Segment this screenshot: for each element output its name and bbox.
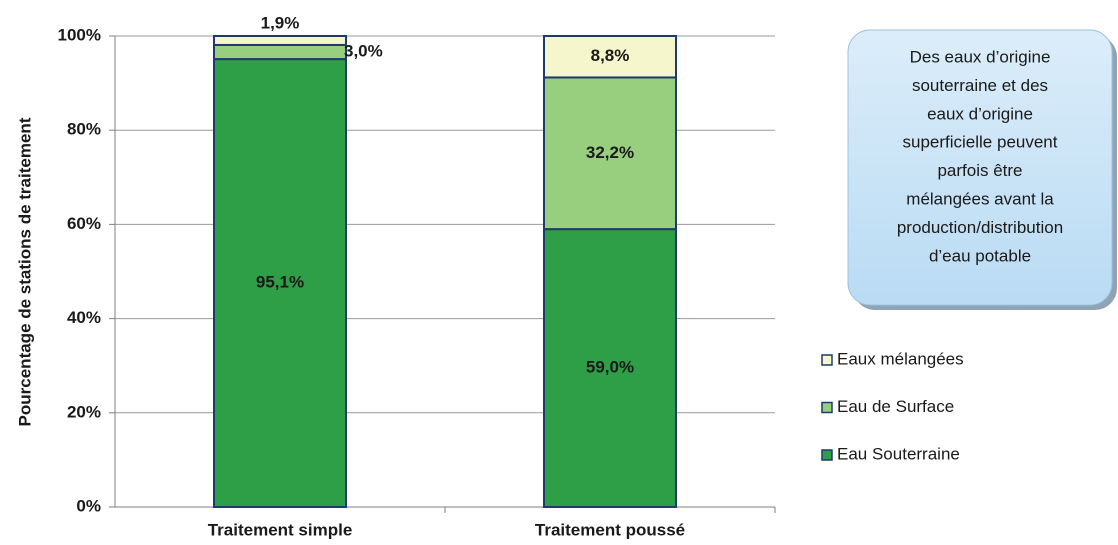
legend-label: Eau Souterraine <box>837 444 960 463</box>
y-tick-label: 80% <box>67 120 101 139</box>
bar-segment <box>213 43 347 61</box>
bar-segment <box>213 35 347 46</box>
value-label: 32,2% <box>586 143 634 162</box>
value-label: 59,0% <box>586 358 634 377</box>
x-tick-label: Traitement poussé <box>535 520 685 539</box>
value-label: 3,0% <box>344 41 383 60</box>
note-line: mélangées avant la <box>906 189 1054 208</box>
note-line: superficielle peuvent <box>903 133 1058 152</box>
legend-swatch <box>821 449 833 461</box>
bar-segment <box>543 76 677 231</box>
note-line: souterraine et des <box>912 76 1048 95</box>
y-tick-label: 40% <box>67 308 101 327</box>
note-line: eaux d’origine <box>927 104 1033 123</box>
y-tick-label: 0% <box>76 496 101 515</box>
legend-label: Eaux mélangées <box>837 349 964 368</box>
y-tick-label: 100% <box>58 25 101 44</box>
x-tick-label: Traitement simple <box>208 520 353 539</box>
value-label: 95,1% <box>256 273 304 292</box>
note-box <box>847 29 1113 306</box>
bar-segment <box>543 35 677 79</box>
y-tick-label: 60% <box>67 214 101 233</box>
y-tick-label: 20% <box>67 402 101 421</box>
value-label: 1,9% <box>261 13 300 32</box>
note-line: d’eau potable <box>929 246 1031 265</box>
note-line: production/distribution <box>897 218 1063 237</box>
legend-swatch <box>821 401 833 414</box>
bar-segment <box>213 58 347 508</box>
y-axis-label: Pourcentage de stations de traitement <box>15 117 34 426</box>
note-line: Des eaux d’origine <box>910 47 1051 66</box>
legend-swatch <box>821 354 833 366</box>
value-label: 8,8% <box>591 46 630 65</box>
legend-label: Eau de Surface <box>837 397 954 416</box>
note-line: parfois être <box>937 161 1022 180</box>
